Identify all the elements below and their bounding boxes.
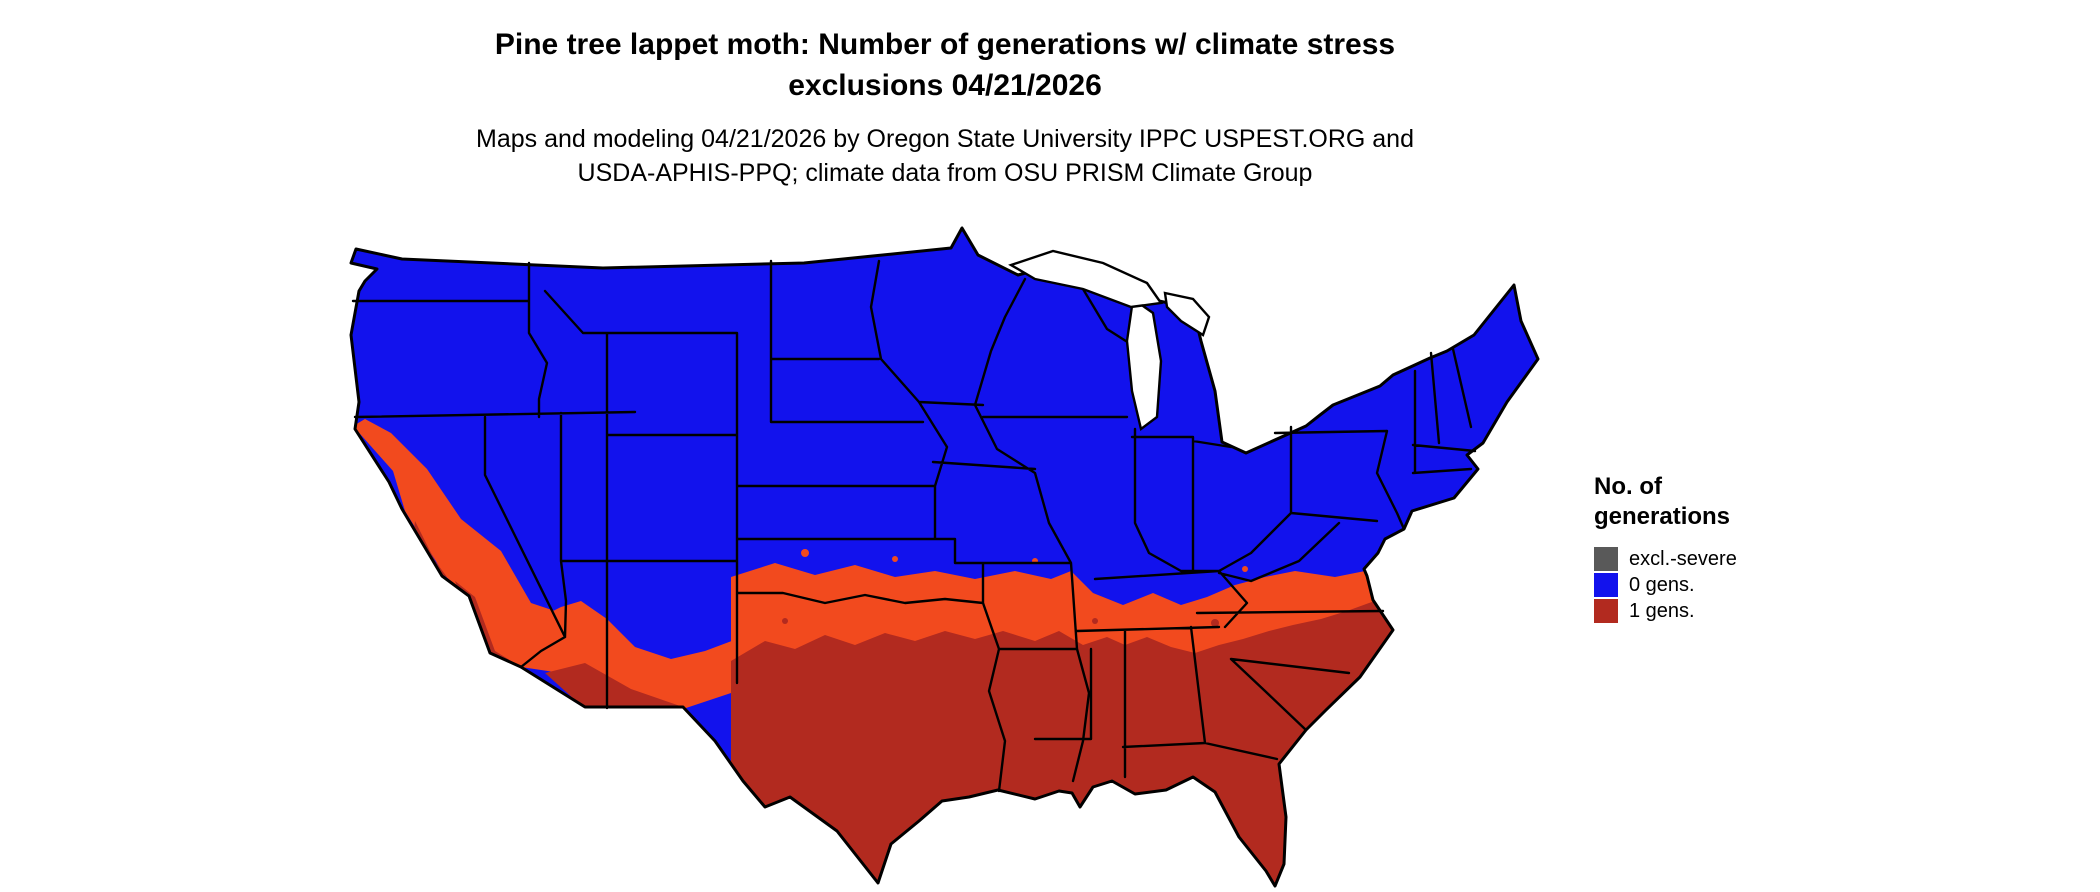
map-legend: No. of generations excl.-severe 0 gens. … xyxy=(1594,472,1894,624)
lake-michigan xyxy=(1125,296,1163,432)
legend-title-line-2: generations xyxy=(1594,503,1731,530)
legend-title-line-1: No. of xyxy=(1594,473,1662,500)
us-map-svg xyxy=(349,226,1540,888)
legend-swatch-excl-severe xyxy=(1594,546,1618,571)
legend-swatch-zero-gens xyxy=(1594,572,1618,597)
legend-item-zero-gens: 0 gens. xyxy=(1594,572,1894,597)
subtitle-line-1: Maps and modeling 04/21/2026 by Oregon S… xyxy=(476,125,1414,153)
region-one-generation-border-strip xyxy=(545,663,683,713)
legend-label-zero-gens: 0 gens. xyxy=(1629,573,1695,596)
legend-swatch-one-gen xyxy=(1594,598,1618,623)
region-one-generation-central-valley xyxy=(413,521,447,577)
legend-label-excl-severe: excl.-severe xyxy=(1629,547,1737,570)
page-subtitle: Maps and modeling 04/21/2026 by Oregon S… xyxy=(335,122,1555,190)
lake-superior xyxy=(1008,249,1164,309)
legend-item-excl-severe: excl.-severe xyxy=(1594,546,1894,571)
national-outline xyxy=(349,226,1540,888)
page-title: Pine tree lappet moth: Number of generat… xyxy=(335,24,1555,106)
lake-huron xyxy=(1163,291,1211,337)
subtitle-line-2: USDA-APHIS-PPQ; climate data from OSU PR… xyxy=(577,159,1313,187)
title-line-1: Pine tree lappet moth: Number of generat… xyxy=(494,28,1396,61)
transition-speckles xyxy=(782,549,1248,627)
map-fill-layers xyxy=(351,228,1538,886)
title-line-2: exclusions 04/21/2026 xyxy=(788,69,1102,102)
state-borders xyxy=(351,259,1477,793)
legend-item-one-gen: 1 gens. xyxy=(1594,598,1894,623)
legend-label-one-gen: 1 gens. xyxy=(1629,599,1695,622)
legend-items: excl.-severe 0 gens. 1 gens. xyxy=(1594,546,1894,623)
us-generations-map xyxy=(335,221,1554,892)
great-lakes xyxy=(1008,249,1211,432)
region-transition-california xyxy=(353,419,565,667)
